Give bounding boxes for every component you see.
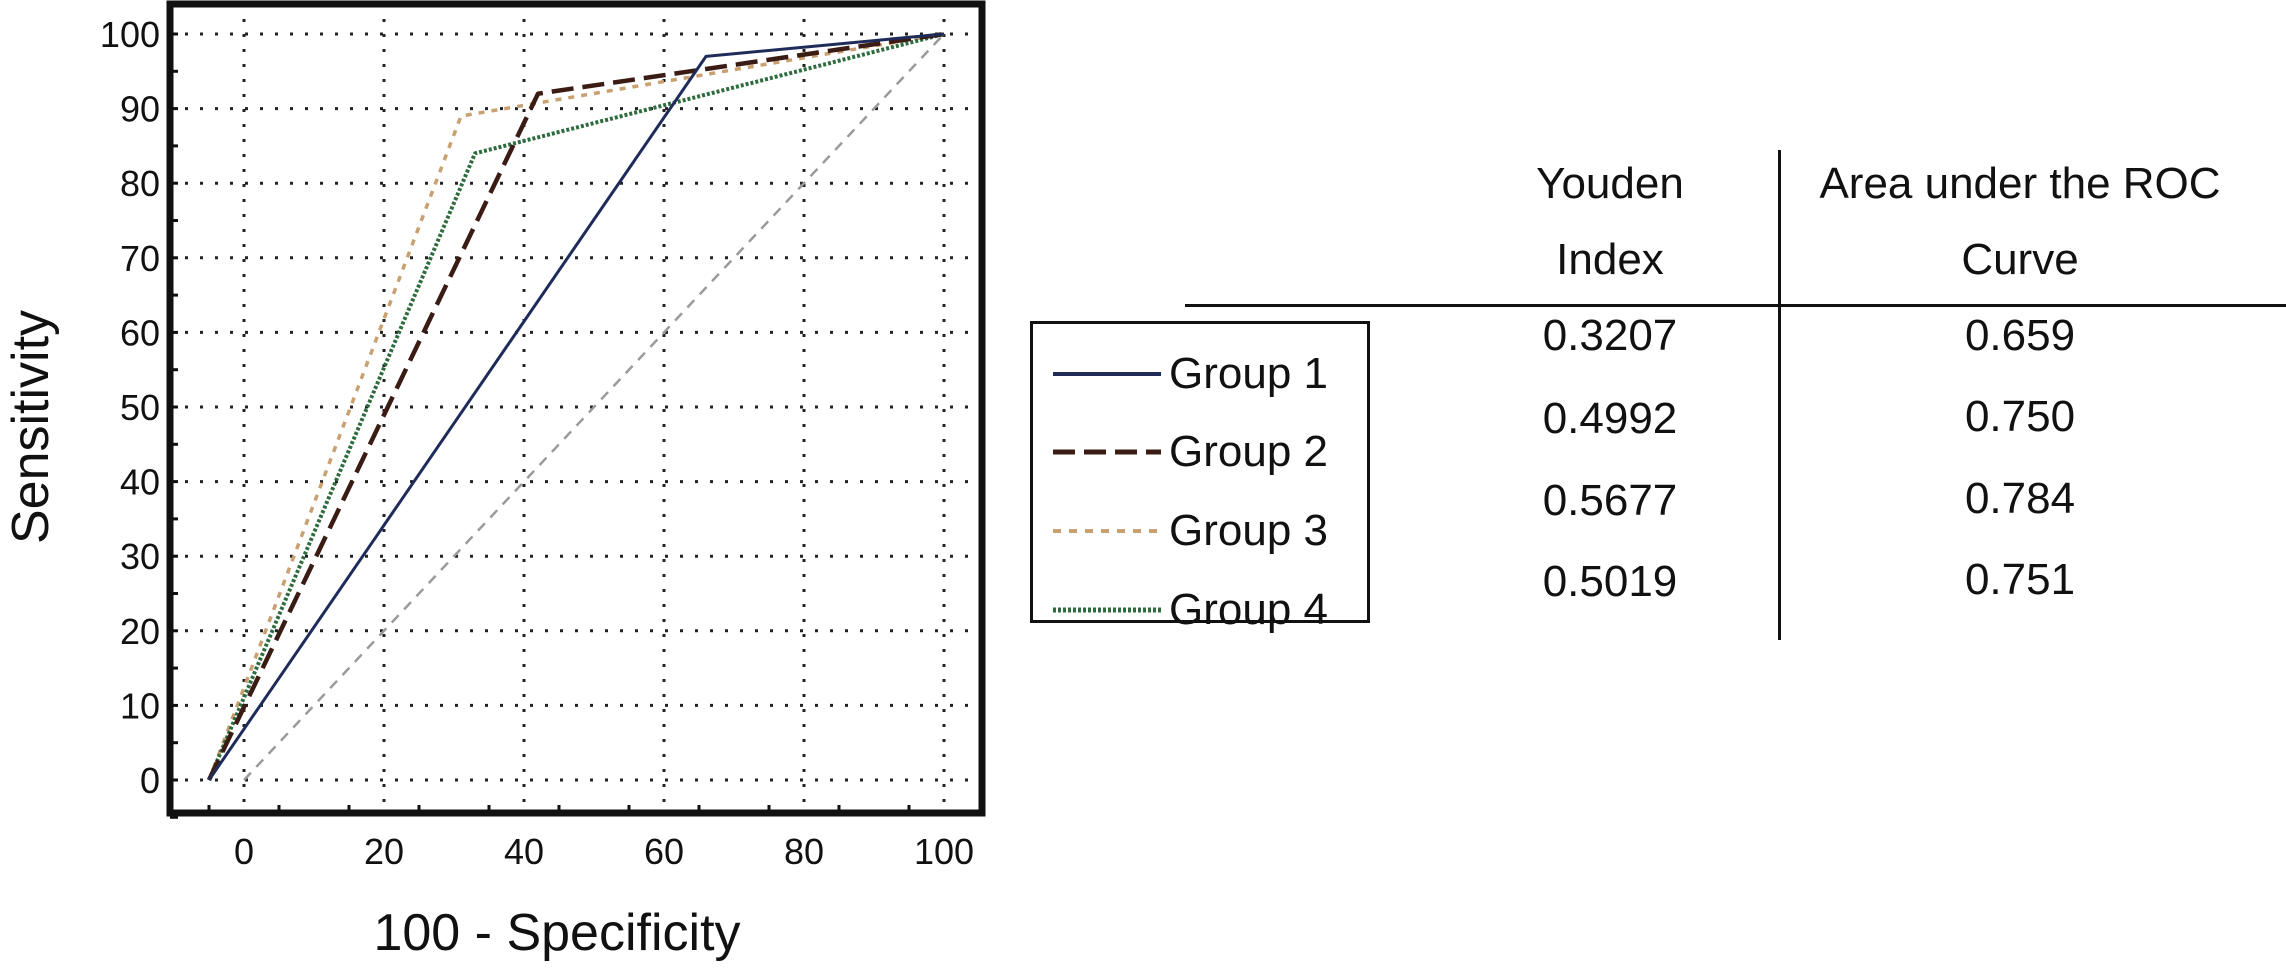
- y-tick-label-0: 0: [140, 760, 160, 801]
- legend: Group 1 Group 2 Group 3 Group 4: [1030, 321, 1370, 634]
- y-tick-label-50: 50: [120, 387, 160, 428]
- header-auc-line2: Curve: [1961, 235, 2079, 284]
- x-axis-label: 100 - Specificity: [373, 904, 740, 962]
- cell-auc-group-4: 0.751: [1964, 555, 2076, 604]
- cell-youden-group-3: 0.5677: [1542, 476, 1678, 525]
- x-tick-label-100: 100: [914, 831, 974, 872]
- legend-swatch-group-4: [1053, 607, 1161, 613]
- header-auc-line1: Area under the ROC: [1819, 159, 2221, 208]
- y-tick-label-10: 10: [120, 685, 160, 726]
- legend-item-group-4: Group 4: [1033, 580, 1367, 640]
- reference-diagonal-line: [243, 33, 945, 781]
- y-tick-label-80: 80: [120, 163, 160, 204]
- chart-grid: [170, 4, 982, 813]
- y-tick-label-60: 60: [120, 312, 160, 353]
- header-youden-line2: Index: [1556, 235, 1664, 284]
- y-tick-label-30: 30: [120, 536, 160, 577]
- y-axis-label: Sensitivity: [2, 310, 60, 544]
- series-line-group-4: [207, 32, 945, 781]
- x-tick-label-40: 40: [504, 831, 544, 872]
- y-tick-label-20: 20: [120, 611, 160, 652]
- x-tick-label-60: 60: [644, 831, 684, 872]
- series-line-group-1: [207, 32, 945, 781]
- x-tick-label-20: 20: [364, 831, 404, 872]
- y-tick-label-40: 40: [120, 462, 160, 503]
- cell-youden-group-1: 0.3207: [1542, 311, 1678, 360]
- cell-youden-group-2: 0.4992: [1542, 394, 1678, 443]
- cell-youden-group-4: 0.5019: [1542, 557, 1678, 606]
- legend-label-group-3: Group 3: [1169, 506, 1328, 555]
- cell-auc-group-3: 0.784: [1964, 474, 2076, 523]
- reference-diagonal-layer: [243, 33, 945, 781]
- legend-swatch-group-1: [1053, 372, 1161, 376]
- cell-auc-group-2: 0.750: [1964, 392, 2076, 441]
- y-tick-label-70: 70: [120, 238, 160, 279]
- cell-auc-group-1: 0.659: [1964, 311, 2076, 360]
- x-tick-label-80: 80: [784, 831, 824, 872]
- legend-label-group-1: Group 1: [1169, 349, 1328, 398]
- series-layer: [206, 31, 945, 781]
- series-line-group-2: [206, 31, 945, 781]
- header-youden-line1: Youden: [1536, 159, 1684, 208]
- legend-item-group-1: Group 1: [1033, 344, 1367, 404]
- stats-table: Youden Index Area under the ROC Curve 0.…: [1185, 150, 2286, 640]
- table-header-divider: [1185, 304, 2286, 307]
- legend-label-group-2: Group 2: [1169, 427, 1328, 476]
- tick-layer: [170, 32, 911, 819]
- y-tick-label-90: 90: [120, 89, 160, 130]
- legend-swatch-group-2: [1053, 449, 1161, 455]
- x-tick-label-0: 0: [234, 831, 254, 872]
- legend-swatch-group-3: [1053, 529, 1161, 533]
- legend-label-group-4: Group 4: [1169, 585, 1328, 634]
- legend-item-group-3: Group 3: [1033, 501, 1367, 561]
- roc-chart: 0 20 40 60 80 100 0 10 20 30 40 50 60 70 80 90 100 100 -…: [2, 0, 986, 962]
- legend-item-group-2: Group 2: [1033, 422, 1367, 482]
- tick-label-layer: 0 20 40 60 80 100 0 10 20 30 40 50 60 70 80 90 100: [100, 14, 974, 872]
- table-column-divider: [1778, 150, 1781, 640]
- series-line-group-3: [207, 32, 945, 781]
- y-tick-label-100: 100: [100, 14, 160, 55]
